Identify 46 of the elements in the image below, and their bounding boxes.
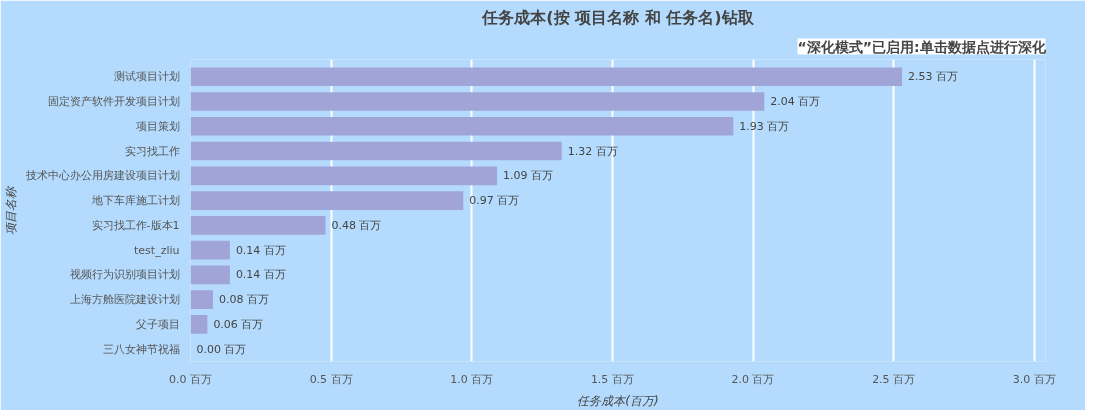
x-tick-label: 1.5 百万	[590, 372, 634, 386]
text: “深化模式”已启用:单击数据点进行深化	[797, 38, 1047, 55]
data-label: 0.48 百万	[331, 218, 382, 232]
y-tick-label: 固定资产软件开发项目计划	[47, 95, 180, 109]
x-tick-label: 0.5 百万	[309, 372, 353, 386]
bar	[190, 67, 903, 87]
x-axis-title: 任务成本(百万)	[577, 393, 659, 408]
bar	[190, 191, 464, 210]
y-tick-label: 实习找工作-版本1	[91, 218, 180, 232]
data-label: 0.06 百万	[213, 317, 264, 331]
x-tick-label: 2.5 百万	[872, 372, 916, 386]
y-tick-label: 测试项目计划	[113, 70, 180, 84]
data-label: 0.14 百万	[235, 268, 286, 282]
data-label: 1.32 百万	[567, 144, 618, 158]
data-label: 0.08 百万	[219, 293, 269, 307]
x-tick-label: 1.0 百万	[450, 372, 494, 386]
data-label: 0.97 百万	[469, 194, 520, 208]
chart-title: 任务成本(按 项目名称 和 任务名)钻取	[481, 7, 755, 27]
y-tick-label: 实习找工作	[124, 144, 180, 158]
bar	[190, 166, 498, 186]
y-tick-label: 技术中心办公用房建设项目计划	[24, 169, 180, 183]
y-tick-label: 父子项目	[135, 317, 180, 331]
data-label: 0.00 百万	[196, 342, 247, 356]
x-tick-label: 3.0 百万	[1012, 372, 1056, 386]
bar	[190, 240, 230, 260]
data-label: 1.09 百万	[503, 169, 554, 183]
bar	[190, 315, 208, 334]
y-tick-label: 上海方舱医院建设计划	[69, 293, 180, 307]
data-label: 2.04 百万	[770, 95, 821, 109]
bar	[190, 117, 734, 136]
y-tick-label: 项目策划	[135, 119, 180, 133]
y-tick-label: 三八女神节祝福	[102, 342, 180, 356]
data-label: 2.53 百万	[908, 70, 959, 84]
x-tick-label: 0.0 百万	[169, 372, 212, 386]
bar	[190, 265, 230, 285]
bar	[190, 92, 765, 111]
y-tick-label: test_zliu	[134, 243, 180, 257]
data-label: 0.14 百万	[235, 243, 286, 257]
y-tick-label: 地下车库施工计划	[90, 194, 180, 208]
bar	[190, 141, 562, 161]
bar	[190, 216, 326, 235]
y-axis-title: 项目名称	[3, 184, 18, 235]
data-label: 1.93 百万	[739, 119, 790, 133]
y-tick-label: 视频行为识别项目计划	[69, 268, 180, 282]
x-tick-label: 2.0 百万	[731, 372, 775, 386]
bar	[190, 290, 213, 309]
